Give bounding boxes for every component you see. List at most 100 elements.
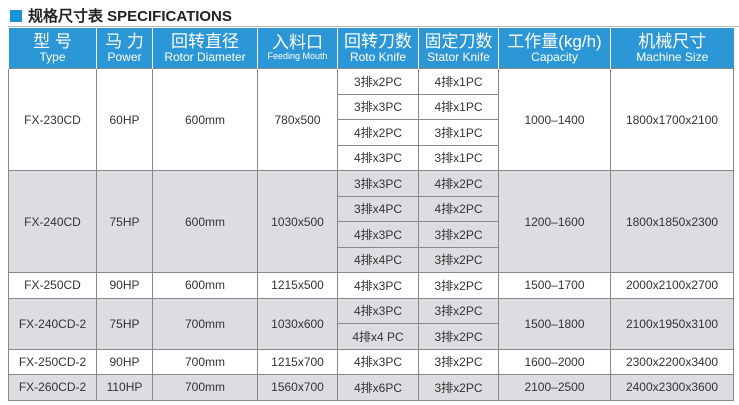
table-row: FX-250CD 90HP 600mm 1215x500 4排x3PC 3排x2PC 150…: [8, 272, 734, 299]
table-row: 4排x3PC 3排x2PC: [9, 221, 734, 248]
machine-size-cell: 2300x2200x3400: [610, 348, 734, 375]
type-cell: FX-230CD: [8, 68, 97, 171]
square-bullet-icon: [10, 9, 22, 22]
type-cell: FX-260CD-2: [8, 374, 97, 401]
feeding-mouth-cell: 780x500: [257, 68, 338, 171]
column-header: 工作量(kg/h) Capacity: [498, 28, 611, 69]
capacity-cell: 1600–2000: [498, 348, 611, 375]
table-row: FX-260CD-2 110HP 700mm 1560x700 4排x6PC 3排x2PC…: [8, 374, 734, 401]
roto-knife-cell: 4排x3PC: [337, 297, 419, 324]
machine-size-cell: 2400x2300x3600: [610, 374, 734, 401]
header-en: Machine Size: [636, 49, 709, 64]
header-zh: 型 号: [33, 31, 72, 51]
table-row: 3排x4PC 4排x2PC: [9, 195, 734, 222]
specifications-table: 型 号 Type 马 力 Power 回转直径 Rotor Diameter 入料口 Feed…: [8, 28, 734, 401]
table-row: 4排x4 PC 3排x2PC: [9, 323, 734, 350]
roto-knife-cell: 4排x6PC: [337, 374, 419, 401]
power-cell: 75HP: [96, 297, 153, 350]
feeding-mouth-cell: 1215x700: [257, 348, 338, 375]
header-zh: 工作量(kg/h): [507, 31, 602, 51]
capacity-cell: 1500–1800: [498, 297, 611, 350]
column-header: 入料口 Feeding Mouth: [257, 28, 338, 69]
capacity-cell: 1200–1600: [498, 170, 611, 273]
header-zh: 机械尺寸: [638, 31, 707, 51]
rotor-diameter-cell: 600mm: [152, 68, 258, 171]
stator-knife-cell: 3排x2PC: [418, 221, 499, 248]
roto-knife-cell: 4排x3PC: [337, 348, 419, 375]
stator-knife-cell: 4排x2PC: [418, 170, 499, 197]
roto-knife-cell: 4排x3PC: [337, 272, 419, 299]
header-en: Capacity: [531, 49, 578, 64]
divider: [8, 26, 739, 27]
table-row: FX-250CD-2 90HP 700mm 1215x700 4排x3PC 3排x2PC 1…: [8, 348, 734, 375]
stator-knife-cell: 4排x2PC: [418, 195, 499, 222]
header-en: Power: [107, 49, 142, 64]
power-cell: 90HP: [96, 348, 153, 375]
rotor-diameter-cell: 700mm: [152, 348, 258, 375]
roto-knife-cell: 4排x2PC: [337, 119, 419, 146]
table-row: FX-240CD-2 75HP 700mm 1030x600 4排x3PC 3排x2PC 1…: [8, 297, 734, 350]
roto-knife-cell: 4排x3PC: [337, 144, 419, 171]
stator-knife-cell: 3排x1PC: [418, 144, 499, 171]
capacity-cell: 2100–2500: [498, 374, 611, 401]
feeding-mouth-cell: 1215x500: [257, 272, 338, 299]
type-cell: FX-250CD: [8, 272, 97, 299]
table-row: 4排x3PC 3排x1PC: [9, 144, 734, 171]
table-row: FX-230CD 60HP 600mm 780x500 3排x2PC 4排x1PC 1000…: [8, 68, 734, 171]
table-row: 3排x3PC 4排x1PC: [9, 93, 734, 120]
header-en: Roto Knife: [349, 49, 407, 64]
capacity-cell: 1500–1700: [498, 272, 611, 299]
type-cell: FX-240CD: [8, 170, 97, 273]
stator-knife-cell: 3排x2PC: [418, 323, 499, 350]
header-en: Rotor Diameter: [164, 49, 246, 64]
column-header: 固定刀数 Stator Knife: [418, 28, 499, 69]
stator-knife-cell: 3排x2PC: [418, 272, 499, 299]
table-row: 4排x4PC 3排x2PC: [9, 246, 734, 273]
column-header: 机械尺寸 Machine Size: [610, 28, 734, 69]
feeding-mouth-cell: 1030x500: [257, 170, 338, 273]
feeding-mouth-cell: 1560x700: [257, 374, 338, 401]
machine-size-cell: 2100x1950x3100: [610, 297, 734, 350]
roto-knife-cell: 4排x4PC: [337, 246, 419, 273]
capacity-cell: 1000–1400: [498, 68, 611, 171]
table-row: 4排x2PC 3排x1PC: [9, 119, 734, 146]
rotor-diameter-cell: 700mm: [152, 297, 258, 350]
roto-knife-cell: 3排x3PC: [337, 93, 419, 120]
header-en: Feeding Mouth: [267, 51, 328, 62]
column-header: 型 号 Type: [8, 28, 97, 69]
roto-knife-cell: 4排x4 PC: [337, 323, 419, 350]
power-cell: 60HP: [96, 68, 153, 171]
power-cell: 90HP: [96, 272, 153, 299]
column-header: 回转刀数 Roto Knife: [337, 28, 419, 69]
type-cell: FX-250CD-2: [8, 348, 97, 375]
power-cell: 75HP: [96, 170, 153, 273]
rotor-diameter-cell: 700mm: [152, 374, 258, 401]
stator-knife-cell: 3排x2PC: [418, 348, 499, 375]
header-row: 型 号 Type 马 力 Power 回转直径 Rotor Diameter 入料口 Feed…: [8, 28, 734, 69]
machine-size-cell: 1800x1850x2300: [610, 170, 734, 273]
title-text: 规格尺寸表 SPECIFICATIONS: [28, 8, 232, 25]
stator-knife-cell: 4排x1PC: [418, 68, 499, 95]
feeding-mouth-cell: 1030x600: [257, 297, 338, 350]
stator-knife-cell: 3排x2PC: [418, 374, 499, 401]
header-zh: 马 力: [105, 31, 144, 51]
table-row: FX-240CD 75HP 600mm 1030x500 3排x3PC 4排x2PC 120…: [8, 170, 734, 273]
roto-knife-cell: 3排x2PC: [337, 68, 419, 95]
roto-knife-cell: 3排x3PC: [337, 170, 419, 197]
stator-knife-cell: 4排x1PC: [418, 93, 499, 120]
machine-size-cell: 2000x2100x2700: [610, 272, 734, 299]
stator-knife-cell: 3排x2PC: [418, 246, 499, 273]
header-zh: 回转直径: [171, 31, 239, 51]
stator-knife-cell: 3排x1PC: [418, 119, 499, 146]
header-zh: 回转刀数: [344, 31, 412, 51]
section-title: 规格尺寸表 SPECIFICATIONS: [10, 5, 232, 26]
column-header: 回转直径 Rotor Diameter: [152, 28, 258, 69]
power-cell: 110HP: [96, 374, 153, 401]
stator-knife-cell: 3排x2PC: [418, 297, 499, 324]
rotor-diameter-cell: 600mm: [152, 272, 258, 299]
header-en: Type: [39, 49, 66, 64]
roto-knife-cell: 3排x4PC: [337, 195, 419, 222]
machine-size-cell: 1800x1700x2100: [610, 68, 734, 171]
rotor-diameter-cell: 600mm: [152, 170, 258, 273]
header-zh: 入料口: [272, 33, 323, 53]
